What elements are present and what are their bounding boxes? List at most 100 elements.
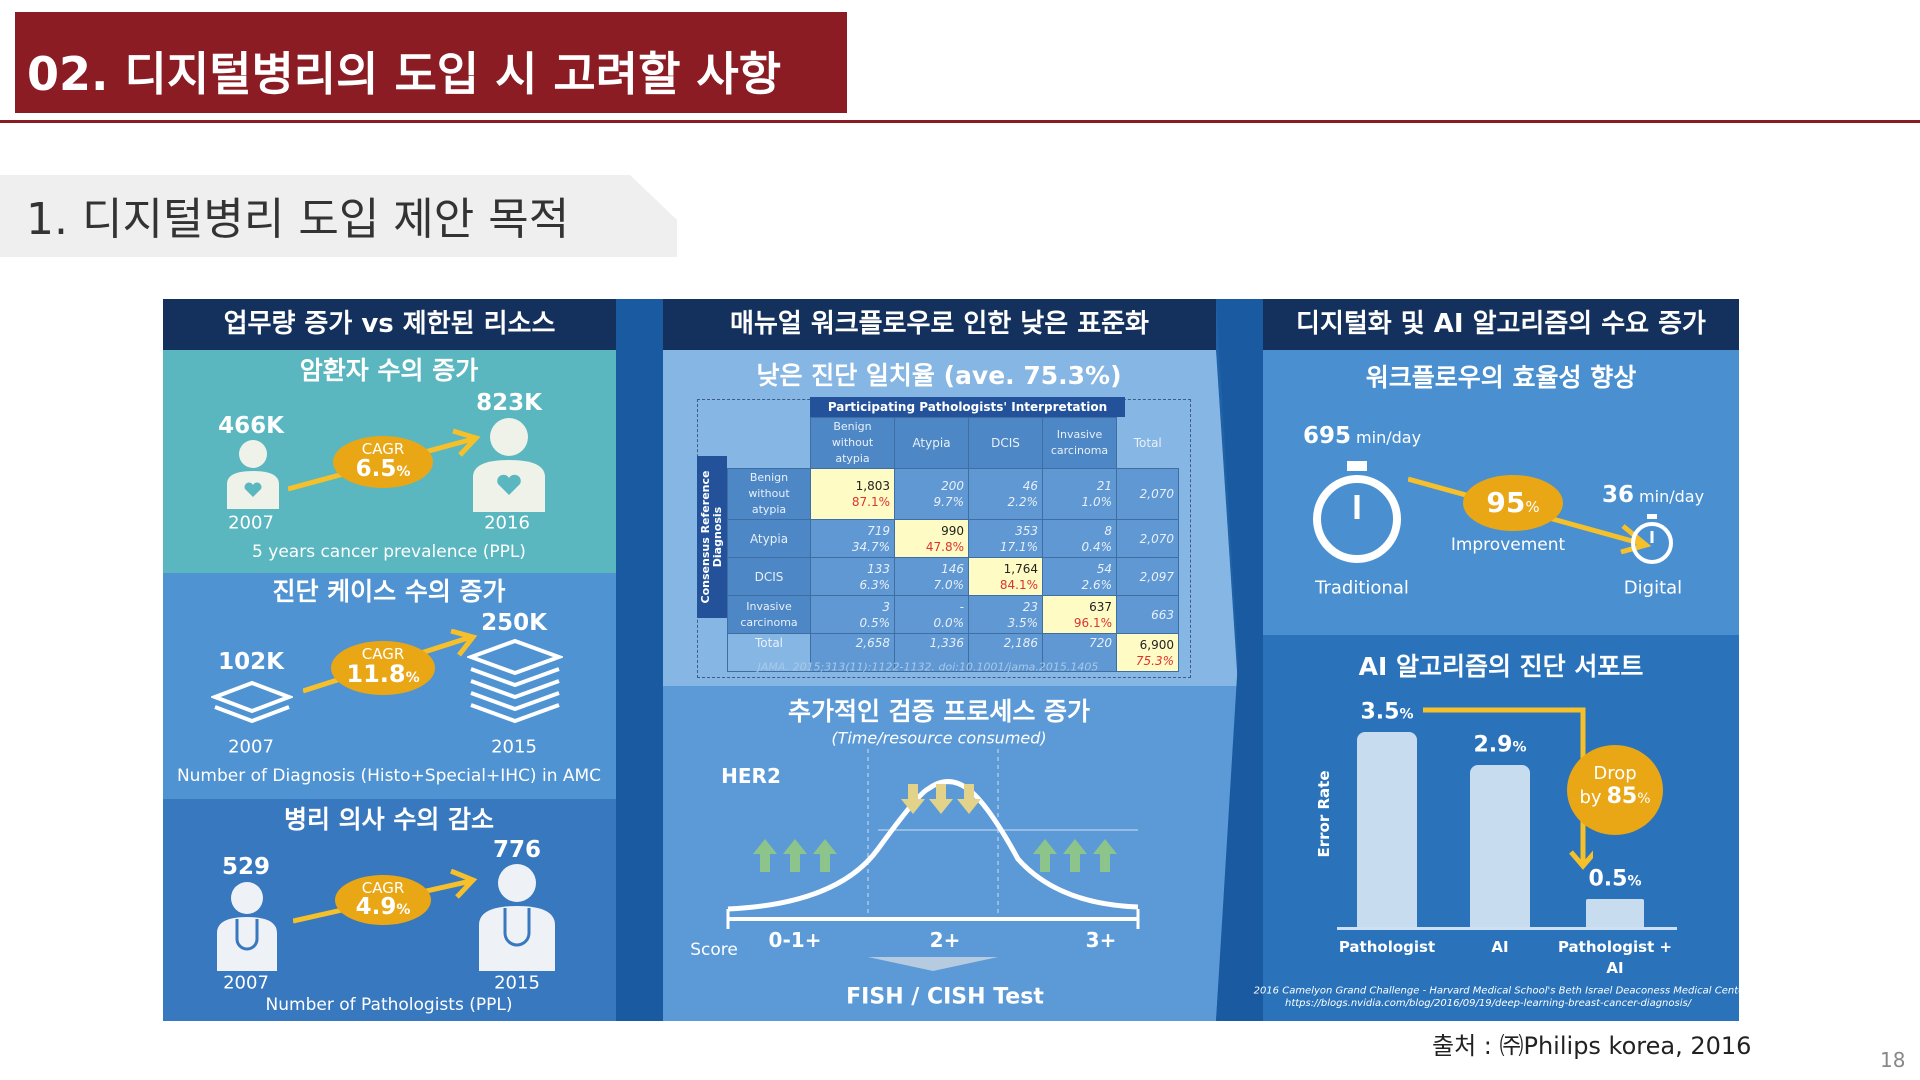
col-header: Atypia — [894, 417, 969, 469]
doctor-icon — [217, 882, 277, 971]
agreement-title: 낮은 진단 일치율 (ave. 75.3%) — [756, 361, 1122, 390]
drop-by: by — [1579, 787, 1602, 808]
col-header: Invasive carcinoma — [1042, 417, 1117, 469]
bar-value-label: 3.5% — [1360, 699, 1414, 725]
patient-icon — [227, 440, 279, 509]
bar-value-label: 0.5% — [1588, 866, 1642, 892]
middle-header: 매뉴얼 워크플로우로 인한 낮은 표준화 — [663, 299, 1216, 350]
cagr-value: 11.8 — [346, 660, 406, 688]
value-2007: 466K — [218, 413, 284, 439]
col-total: 720 — [1042, 633, 1117, 672]
her2-label: HER2 — [721, 764, 781, 788]
score-label: Score — [690, 940, 738, 960]
drop-value: 85 — [1606, 784, 1638, 809]
x-axis — [1337, 927, 1677, 930]
table-cell: 200 9.7% — [894, 468, 969, 520]
year-end: 2015 — [494, 972, 540, 994]
year-start: 2007 — [228, 512, 274, 534]
col-total: 2,658 — [810, 633, 895, 672]
page-number: 18 — [1880, 1048, 1906, 1072]
digital-rate: 36 min/day — [1602, 482, 1704, 508]
table-cell: 1,764 84.1% — [968, 557, 1043, 596]
unit: min/day — [1639, 487, 1705, 506]
value-2016: 823K — [476, 390, 542, 416]
traditional-rate: 695 min/day — [1303, 423, 1421, 449]
table-cell: 1,803 87.1% — [810, 468, 895, 520]
bar-value-label: 2.9% — [1473, 732, 1527, 758]
year-end: 2016 — [484, 512, 530, 534]
digital-value: 36 — [1601, 482, 1634, 508]
improvement-badge: 95% — [1463, 475, 1563, 531]
error-bar — [1470, 765, 1530, 927]
score-tick: 0-1+ — [768, 928, 822, 952]
cagr-label: CAGR — [361, 645, 405, 663]
table-cell: 21 1.0% — [1042, 468, 1117, 520]
col-header: Benign without atypia — [810, 417, 895, 469]
title-divider — [0, 120, 1920, 123]
column-divider — [616, 299, 676, 1021]
row-total: 2,070 — [1116, 519, 1179, 558]
year-end: 2015 — [491, 736, 537, 758]
table-row: Invasive carcinoma 3 0.5% -0.0% 23 3.5% 63… — [727, 595, 1179, 634]
error-bar — [1586, 899, 1644, 927]
caption: Number of Pathologists (PPL) — [265, 995, 513, 1015]
bar-category-label: Pathologist + AI — [1557, 938, 1673, 977]
table-cell: 3 0.5% — [810, 595, 895, 634]
table-top-header: Participating Pathologists' Interpretati… — [810, 397, 1125, 417]
page-title: 02. 디지털병리의 도입 시 고려할 사항 — [15, 12, 847, 113]
y-axis-label: Error Rate — [1315, 770, 1333, 858]
bar-category-label: AI — [1491, 938, 1509, 956]
efficiency-title: 워크플로우의 효율성 향상 — [1365, 363, 1637, 392]
right-header: 디지털화 및 AI 알고리즘의 수요 증가 — [1263, 299, 1739, 350]
table-row: DCIS 133 6.3% 146 7.0% 1,764 84.1% 54 2.6% 2… — [727, 557, 1179, 596]
row-header: DCIS — [727, 557, 811, 596]
table-cell: 133 6.3% — [810, 557, 895, 596]
col-total: 2,186 — [968, 633, 1043, 672]
fish-test-label: FISH / CISH Test — [846, 984, 1044, 1010]
stopwatch-icon — [1631, 514, 1673, 564]
table-cell: 23 3.5% — [968, 595, 1043, 634]
table-cell: 990 47.8% — [894, 519, 969, 558]
value-2015: 776 — [492, 837, 542, 863]
source-note: 출처 : ㈜Philips korea, 2016 — [1432, 1032, 1752, 1060]
table-cell: 719 34.7% — [810, 519, 895, 558]
footnote: 2016 Camelyon Grand Challenge - Harvard … — [1253, 985, 1739, 997]
row-total: 2,070 — [1116, 468, 1179, 520]
caption: 5 years cancer prevalence (PPL) — [252, 542, 526, 562]
column-divider — [1216, 299, 1263, 1021]
table-cell: 8 0.4% — [1042, 519, 1117, 558]
table-side-header: Consensus Reference Diagnosis — [697, 456, 727, 618]
caption: Number of Diagnosis (Histo+Special+IHC) … — [176, 766, 602, 786]
pct: % — [396, 464, 411, 480]
pct: % — [396, 902, 411, 918]
infographic: 업무량 증가 vs 제한된 리소스 암환자 수의 증가 466K 823K CA… — [163, 299, 1739, 1021]
pct: % — [1637, 791, 1651, 807]
year-start: 2007 — [228, 736, 274, 758]
year-start: 2007 — [223, 972, 269, 994]
grand-total: 6,900 75.3% — [1116, 633, 1179, 672]
row-header: Atypia — [727, 519, 811, 558]
table-cell: 637 96.1% — [1042, 595, 1117, 634]
table-cell: -0.0% — [894, 595, 969, 634]
section-tab — [0, 175, 677, 257]
agreement-table: Benign without atypia Atypia DCIS Invasi… — [727, 417, 1179, 672]
cancer-title: 암환자 수의 증가 — [299, 356, 479, 385]
diagnosis-title: 진단 케이스 수의 증가 — [272, 577, 506, 606]
unit: min/day — [1356, 428, 1422, 447]
section-title: 1. 디지털병리 도입 제안 목적 — [26, 194, 570, 245]
document-stack-icon — [211, 680, 293, 724]
patient-icon — [473, 418, 545, 512]
digital-label: Digital — [1623, 577, 1683, 599]
cagr-label: CAGR — [361, 879, 405, 897]
her2-distribution-curve — [726, 749, 1140, 971]
improvement-label: Improvement — [1450, 535, 1566, 555]
error-bar — [1357, 732, 1417, 927]
drop-label: Drop — [1593, 763, 1637, 784]
table-row-total: Total 2,658 1,336 2,186 720 6,900 75.3% — [727, 633, 1179, 672]
cagr-badge: CAGR 11.8% — [331, 641, 435, 695]
cagr-label: CAGR — [361, 440, 405, 458]
col-header: Total — [1133, 435, 1162, 450]
pct: % — [1525, 498, 1540, 516]
document-stack-icon — [467, 638, 563, 724]
score-tick: 2+ — [929, 928, 961, 952]
